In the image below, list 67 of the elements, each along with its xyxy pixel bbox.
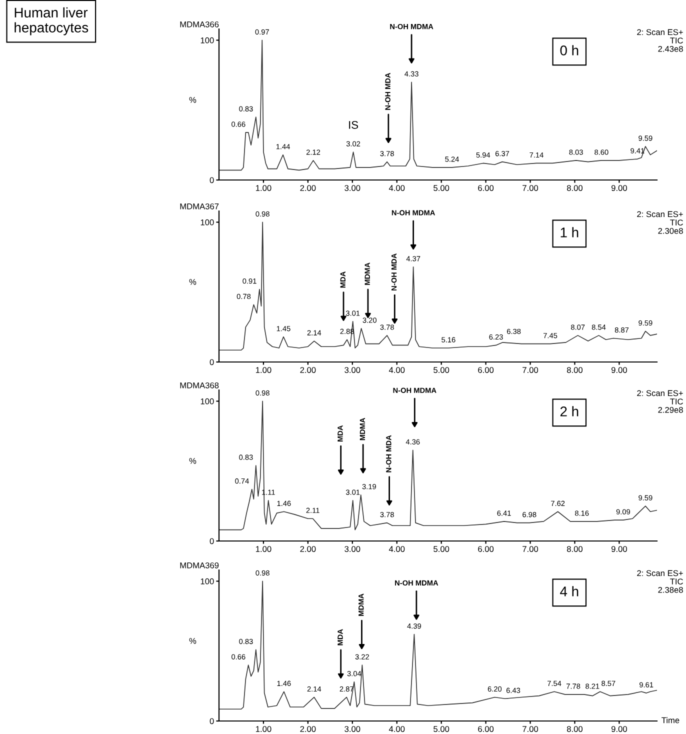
annotation: 4 h [560,586,578,596]
y-tick-label: 100 [200,37,214,44]
x-tick-label: 4.00 [388,367,405,373]
y-axis-title: % [189,638,196,644]
x-tick-label: 4.00 [388,185,405,191]
annotation: 1 h [560,227,578,238]
y-tick-label: 100 [200,219,214,226]
annotation: 0 h [560,45,578,56]
chart-title: MDMA367 [180,203,219,210]
x-tick-label: 8.00 [566,367,583,373]
x-tick-label: 7.00 [522,185,538,191]
x-tick-label: 5.00 [434,546,450,552]
line-series [219,222,657,351]
x-tick-label: 2.00 [300,185,316,191]
x-tick-label: 4.00 [388,726,405,732]
x-tick-label: 1.00 [256,546,272,552]
y-axis-title: % [189,278,196,285]
x-tick-label: 3.00 [344,546,360,552]
x-tick-label: 2.00 [300,546,316,552]
x-axis-title: Time [662,717,680,724]
x-tick-label: 5.00 [434,726,450,732]
chart-title: MDMA366 [180,21,219,28]
line-series [219,580,657,710]
x-tick-label: 8.00 [566,185,583,191]
x-tick-label: 7.00 [522,726,538,732]
x-tick-label: 8.00 [566,546,583,552]
x-tick-label: 7.00 [522,367,538,373]
x-tick-label: 4.00 [388,546,405,552]
text: 2: Scan ES+ TIC 2.30e8 [637,211,683,234]
x-tick-label: 5.00 [434,185,450,191]
y-tick-label: 0 [210,718,214,724]
x-tick-label: 2.00 [300,367,316,373]
text: 2: Scan ES+ TIC 2.43e8 [637,29,683,52]
x-tick-label: 6.00 [478,367,494,373]
x-tick-label: 6.00 [478,185,494,191]
x-tick-label: 1.00 [256,367,272,373]
chart-title: MDMA368 [180,382,219,388]
x-tick-label: 1.00 [256,726,272,732]
line-series [219,40,657,171]
x-tick-label: 9.00 [611,367,627,373]
x-tick-label: 3.00 [344,367,360,373]
y-tick-label: 100 [200,398,214,404]
x-tick-label: 2.00 [300,726,316,732]
y-tick-label: 100 [200,578,214,584]
chart-title: MDMA369 [180,562,219,568]
x-tick-label: 6.00 [478,546,494,552]
x-tick-label: 3.00 [344,185,360,191]
line-series [219,400,657,530]
x-tick-label: 5.00 [434,367,450,373]
x-tick-label: 9.00 [611,185,627,191]
annotation: IS [349,121,358,129]
x-tick-label: 8.00 [566,726,583,732]
x-tick-label: 1.00 [256,185,272,191]
text: 2: Scan ES+ TIC 2.29e8 [637,390,683,413]
text: Human liver hepatocytes [14,7,88,36]
y-tick-label: 0 [210,538,214,544]
y-tick-label: 0 [210,359,214,366]
x-tick-label: 6.00 [478,726,494,732]
x-tick-label: 7.00 [522,546,538,552]
y-axis-title: % [189,96,196,103]
text: 2: Scan ES+ TIC 2.38e8 [637,570,683,593]
annotation: 2 h [560,406,578,416]
y-tick-label: 0 [210,177,214,184]
x-tick-label: 3.00 [344,726,360,732]
x-tick-label: 9.00 [611,546,627,552]
y-axis-title: % [189,458,196,464]
x-tick-label: 9.00 [611,726,627,732]
